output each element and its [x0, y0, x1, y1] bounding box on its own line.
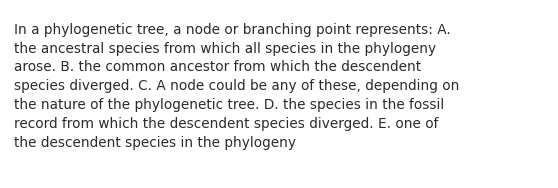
Text: In a phylogenetic tree, a node or branching point represents: A.
the ancestral s: In a phylogenetic tree, a node or branch…	[14, 23, 459, 150]
